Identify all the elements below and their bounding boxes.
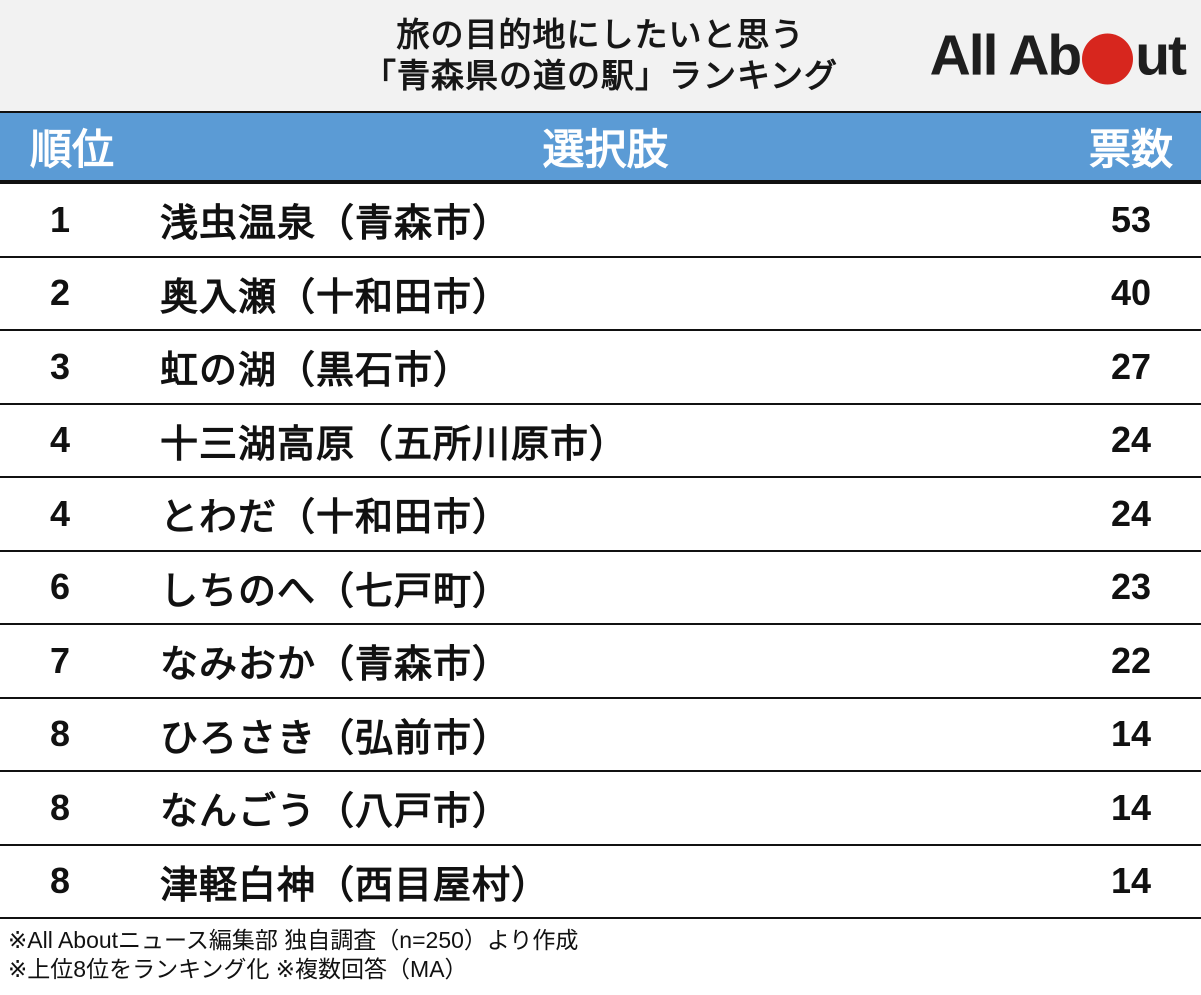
page-title-line2: 「青森県の道の駅」ランキング — [362, 56, 838, 94]
votes-cell: 24 — [1110, 492, 1152, 534]
choice-cell: 奥入瀬（十和田市） — [160, 276, 512, 319]
table-row: 8 なんごう（八戸市） 14 — [0, 772, 1201, 846]
rank-cell: 4 — [49, 419, 71, 461]
votes-cell: 14 — [1110, 860, 1152, 902]
rank-cell: 1 — [49, 198, 71, 240]
rank-cell: 8 — [49, 713, 71, 755]
choice-cell: 津軽白神（西目屋村） — [160, 864, 551, 907]
title-strip: 旅の目的地にしたいと思う 「青森県の道の駅」ランキング All Ab ut — [0, 0, 1201, 113]
table-row: 8 津軽白神（西目屋村） 14 — [0, 845, 1201, 919]
rank-cell: 6 — [49, 566, 71, 608]
rank-cell: 2 — [49, 272, 71, 314]
choice-cell: とわだ（十和田市） — [160, 497, 512, 540]
choice-cell: ひろさき（弘前市） — [160, 717, 512, 760]
table-row: 3 虹の湖（黒石市） 27 — [0, 331, 1201, 405]
table-row: 4 とわだ（十和田市） 24 — [0, 478, 1201, 552]
table-header-row: 順位 選択肢 票数 — [0, 113, 1201, 184]
column-header-rank: 順位 — [30, 126, 115, 173]
rank-cell: 7 — [49, 639, 71, 681]
votes-cell: 40 — [1110, 272, 1152, 314]
votes-cell: 14 — [1110, 713, 1152, 755]
logo-red-dot-icon — [1082, 33, 1134, 84]
choice-cell: しちのへ（七戸町） — [160, 570, 512, 613]
table-row: 6 しちのへ（七戸町） 23 — [0, 551, 1201, 625]
table-row: 4 十三湖高原（五所川原市） 24 — [0, 404, 1201, 478]
table-row: 1 浅虫温泉（青森市） 53 — [0, 184, 1201, 258]
table-row: 2 奥入瀬（十和田市） 40 — [0, 257, 1201, 331]
table-row: 8 ひろさき（弘前市） 14 — [0, 698, 1201, 772]
column-header-votes: 票数 — [1088, 126, 1173, 173]
rank-cell: 3 — [49, 345, 71, 387]
choice-cell: 虹の湖（黒石市） — [160, 350, 473, 393]
footer-note-method: ※上位8位をランキング化 ※複数回答（MA） — [8, 956, 468, 983]
rank-cell: 4 — [49, 492, 71, 534]
logo-text-left: All Ab — [929, 23, 1083, 87]
choice-cell: 浅虫温泉（青森市） — [160, 203, 512, 246]
votes-cell: 23 — [1110, 566, 1152, 608]
rank-cell: 8 — [49, 860, 71, 902]
choice-cell: なみおか（青森市） — [160, 644, 512, 687]
votes-cell: 53 — [1110, 198, 1152, 240]
page-title-line1: 旅の目的地にしたいと思う — [396, 16, 805, 54]
votes-cell: 14 — [1110, 786, 1152, 828]
table-row: 7 なみおか（青森市） 22 — [0, 625, 1201, 699]
footer-note-source: ※All Aboutニュース編集部 独自調査（n=250）より作成 — [8, 927, 579, 953]
footer-notes: ※All Aboutニュース編集部 独自調査（n=250）より作成 ※上位8位を… — [0, 919, 1201, 995]
column-header-choice: 選択肢 — [542, 126, 669, 173]
page-title: 旅の目的地にしたいと思う 「青森県の道の駅」ランキング — [363, 15, 838, 96]
choice-cell: なんごう（八戸市） — [160, 791, 512, 834]
votes-cell: 22 — [1110, 639, 1152, 681]
votes-cell: 24 — [1110, 419, 1152, 461]
all-about-logo: All Ab ut — [929, 23, 1187, 87]
votes-cell: 27 — [1110, 345, 1152, 387]
logo-text-right: ut — [1135, 23, 1187, 87]
rank-cell: 8 — [49, 786, 71, 828]
choice-cell: 十三湖高原（五所川原市） — [160, 423, 629, 466]
table-body: 1 浅虫温泉（青森市） 53 2 奥入瀬（十和田市） 40 3 虹の湖（黒石市）… — [0, 184, 1201, 919]
